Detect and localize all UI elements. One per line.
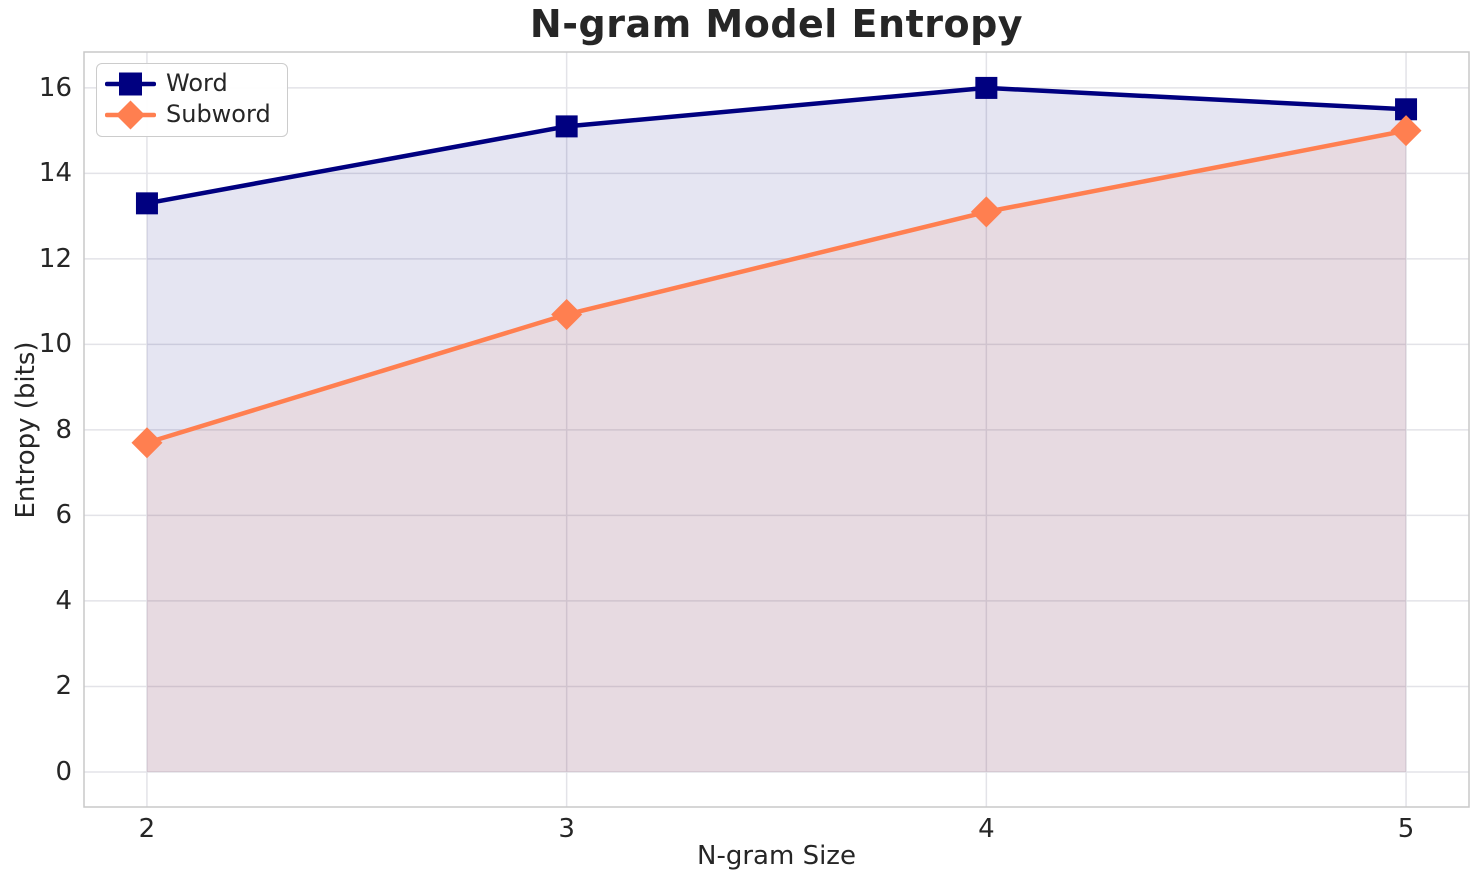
diamond-marker-icon [105, 100, 156, 129]
word-marker [555, 115, 578, 138]
word-marker [135, 192, 158, 215]
subword-marker [970, 196, 1002, 228]
y-tick-label: 8 [55, 414, 72, 445]
subword-marker [551, 298, 583, 330]
subword-area-fill [146, 130, 1407, 772]
word-series-line [144, 85, 1409, 206]
word-marker [975, 76, 998, 99]
x-tick-label: 4 [978, 814, 995, 844]
plot-border [83, 51, 1470, 808]
y-tick-label: 16 [38, 72, 72, 103]
square-marker-icon [105, 72, 156, 95]
word-marker [1395, 98, 1418, 121]
x-axis-label: N-gram Size [697, 841, 856, 871]
y-tick-label: 12 [38, 243, 72, 274]
x-tick-label: 2 [138, 814, 156, 844]
legend: Word Subword [96, 63, 288, 137]
y-tick-label: 4 [55, 585, 72, 616]
legend-item-word: Word [105, 68, 271, 99]
y-tick-label: 10 [38, 329, 72, 360]
y-tick-label: 6 [55, 500, 72, 531]
legend-item-subword: Subword [105, 99, 271, 130]
y-tick-label: 2 [55, 671, 72, 702]
y-tick-label: 14 [38, 158, 72, 189]
subword-marker [1390, 115, 1422, 147]
x-tick-label: 5 [1397, 814, 1415, 844]
legend-label: Subword [166, 100, 271, 128]
subword-series-line [144, 128, 1409, 446]
subword-marker [131, 427, 163, 459]
legend-label: Word [166, 69, 228, 97]
x-tick-label: 3 [558, 814, 575, 844]
y-tick-label: 0 [55, 756, 72, 787]
word-area-fill [146, 87, 1407, 772]
chart-title: N-gram Model Entropy [529, 2, 1024, 46]
